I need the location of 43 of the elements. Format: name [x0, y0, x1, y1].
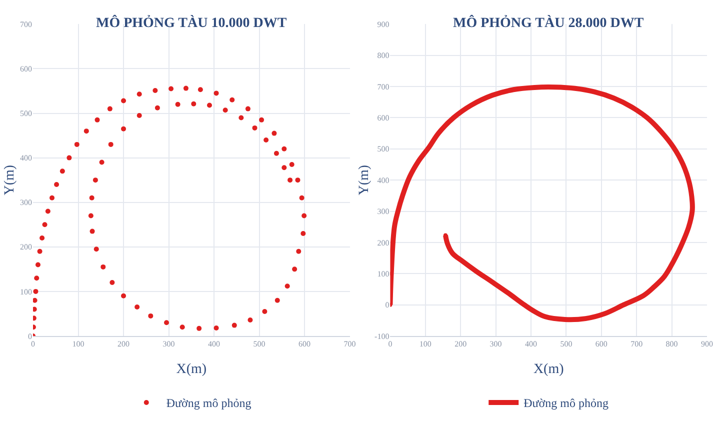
x-tick-label: 900 [701, 340, 713, 349]
y-tick-label: 400 [20, 154, 32, 163]
y-axis-title: Y(m) [357, 164, 372, 196]
y-tick-label: 500 [377, 144, 390, 154]
y-tick-label: 100 [20, 287, 32, 296]
legend-label: Đường mô phỏng [524, 396, 608, 410]
y-tick-label: 600 [20, 64, 32, 74]
x-tick-label: 300 [490, 340, 502, 349]
x-tick-label: 100 [419, 340, 432, 349]
y-tick-label: 700 [377, 82, 390, 92]
x-tick-label: 200 [118, 340, 130, 349]
chart-title: MÔ PHỎNG TÀU 28.000 DWT [453, 14, 644, 31]
chart-title: MÔ PHỎNG TÀU 10.000 DWT [96, 14, 288, 31]
x-axis-title: X(m) [176, 362, 207, 377]
y-tick-label: 800 [377, 51, 390, 60]
y-tick-label: 500 [20, 109, 32, 118]
y-tick-label: 100 [377, 269, 390, 278]
x-tick-label: 400 [525, 340, 538, 349]
y-tick-label: -100 [374, 332, 390, 341]
y-tick-label: 400 [377, 176, 390, 185]
x-tick-label: 100 [72, 340, 84, 349]
legend-label: Đường mô phỏng [166, 396, 252, 410]
y-tick-label: 300 [377, 207, 390, 216]
x-tick-label: 200 [454, 340, 467, 349]
x-tick-label: 700 [630, 340, 643, 349]
x-tick-label: 500 [253, 340, 266, 349]
y-tick-label: 700 [20, 20, 32, 29]
x-tick-label: 400 [208, 340, 220, 349]
x-tick-label: 700 [344, 340, 356, 349]
y-tick-label: 900 [377, 20, 390, 29]
y-tick-label: 300 [20, 198, 32, 208]
y-tick-label: 0 [385, 300, 390, 310]
y-tick-label: 0 [28, 332, 32, 341]
x-tick-label: 800 [666, 340, 678, 349]
y-tick-label: 600 [377, 114, 390, 123]
x-axis-title: X(m) [533, 362, 564, 377]
x-tick-label: 600 [298, 340, 311, 349]
x-tick-label: 300 [162, 340, 175, 349]
x-tick-label: 500 [560, 340, 572, 349]
y-tick-label: 200 [377, 238, 390, 248]
x-tick-label: 600 [595, 340, 608, 349]
y-tick-label: 200 [20, 242, 32, 252]
y-axis-title: Y(m) [2, 164, 18, 196]
